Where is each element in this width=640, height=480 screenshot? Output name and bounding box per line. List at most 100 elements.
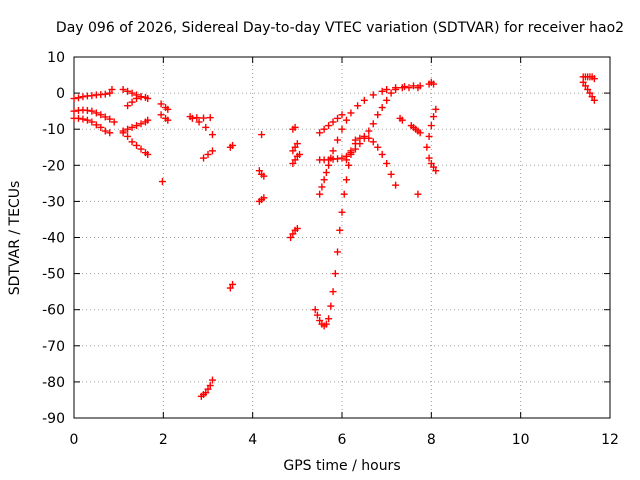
data-point bbox=[144, 116, 152, 124]
data-point bbox=[133, 122, 141, 130]
x-axis-ticks: 0 2 4 6 8 10 12 bbox=[70, 57, 619, 448]
data-point bbox=[255, 167, 263, 175]
data-point bbox=[369, 138, 377, 146]
chart-title: Day 096 of 2026, Sidereal Day-to-day VTE… bbox=[56, 20, 624, 36]
data-point bbox=[79, 115, 87, 123]
data-point bbox=[157, 100, 165, 108]
data-point bbox=[101, 113, 109, 121]
data-point bbox=[325, 315, 333, 323]
data-point bbox=[208, 376, 216, 384]
y-tick-label: -60 bbox=[42, 303, 65, 319]
data-point bbox=[97, 123, 105, 131]
y-axis-label: SDTVAR / TECUs bbox=[7, 181, 23, 296]
data-point bbox=[425, 154, 433, 162]
data-point bbox=[133, 95, 141, 103]
y-tick-label: -30 bbox=[42, 194, 65, 210]
data-point bbox=[289, 147, 297, 155]
data-point bbox=[128, 123, 136, 131]
x-tick-label: 12 bbox=[601, 432, 619, 448]
data-point bbox=[296, 150, 304, 158]
data-point bbox=[365, 127, 373, 135]
data-point bbox=[128, 98, 136, 106]
data-point bbox=[188, 114, 196, 122]
data-point bbox=[88, 118, 96, 126]
data-point bbox=[584, 85, 592, 93]
data-point bbox=[258, 131, 266, 139]
data-point bbox=[291, 123, 299, 131]
y-tick-label: -50 bbox=[42, 267, 65, 283]
data-point bbox=[405, 84, 413, 92]
data-point bbox=[336, 226, 344, 234]
y-tick-label: 10 bbox=[47, 50, 65, 66]
data-point bbox=[108, 85, 116, 93]
data-point bbox=[387, 89, 395, 97]
data-point bbox=[101, 90, 109, 98]
data-point bbox=[195, 118, 203, 126]
data-point bbox=[144, 150, 152, 158]
data-point bbox=[144, 95, 152, 103]
data-point bbox=[430, 163, 438, 171]
data-point bbox=[432, 105, 440, 113]
data-point bbox=[101, 127, 109, 135]
data-point bbox=[322, 320, 330, 328]
data-points bbox=[70, 73, 598, 400]
data-point bbox=[128, 138, 136, 146]
data-point bbox=[338, 208, 346, 216]
data-point bbox=[291, 143, 299, 151]
data-point bbox=[354, 102, 362, 110]
data-point bbox=[79, 93, 87, 101]
data-point bbox=[369, 120, 377, 128]
data-point bbox=[383, 159, 391, 167]
data-point bbox=[88, 107, 96, 115]
data-point bbox=[291, 156, 299, 164]
data-point bbox=[374, 143, 382, 151]
data-point bbox=[208, 147, 216, 155]
data-point bbox=[311, 306, 319, 314]
data-point bbox=[137, 93, 145, 101]
data-point bbox=[318, 183, 326, 191]
data-point bbox=[338, 154, 346, 162]
data-point bbox=[334, 114, 342, 122]
data-point bbox=[106, 89, 114, 97]
data-point bbox=[351, 136, 359, 144]
data-point bbox=[119, 129, 127, 137]
data-point bbox=[360, 132, 368, 140]
data-point bbox=[204, 150, 212, 158]
data-point bbox=[338, 125, 346, 133]
data-point bbox=[208, 131, 216, 139]
data-point bbox=[586, 89, 594, 97]
data-point bbox=[316, 190, 324, 198]
data-point bbox=[365, 134, 373, 142]
data-point bbox=[293, 224, 301, 232]
data-point bbox=[200, 114, 208, 122]
data-point bbox=[88, 92, 96, 100]
data-point bbox=[124, 87, 132, 95]
data-point bbox=[392, 181, 400, 189]
y-axis-ticks: 10 0 -10 -20 -30 -40 -50 -60 -70 -80 -90 bbox=[42, 50, 610, 427]
data-point bbox=[325, 122, 333, 130]
data-point bbox=[414, 84, 422, 92]
data-point bbox=[229, 141, 237, 149]
data-point bbox=[338, 111, 346, 119]
data-point bbox=[588, 93, 596, 101]
data-point bbox=[320, 176, 328, 184]
data-point bbox=[430, 113, 438, 121]
data-point bbox=[193, 114, 201, 122]
data-point bbox=[110, 118, 118, 126]
data-point bbox=[329, 288, 337, 296]
data-point bbox=[378, 104, 386, 112]
data-point bbox=[427, 122, 435, 130]
data-point bbox=[387, 170, 395, 178]
data-point bbox=[378, 87, 386, 95]
y-tick-label: -70 bbox=[42, 339, 65, 355]
data-point bbox=[289, 230, 297, 238]
y-tick-label: -10 bbox=[42, 122, 65, 138]
y-tick-label: -80 bbox=[42, 375, 65, 391]
data-point bbox=[425, 132, 433, 140]
x-tick-label: 6 bbox=[338, 432, 347, 448]
data-point bbox=[124, 125, 132, 133]
data-point bbox=[70, 107, 78, 115]
data-point bbox=[416, 129, 424, 137]
y-tick-label: -20 bbox=[42, 158, 65, 174]
data-point bbox=[327, 302, 335, 310]
